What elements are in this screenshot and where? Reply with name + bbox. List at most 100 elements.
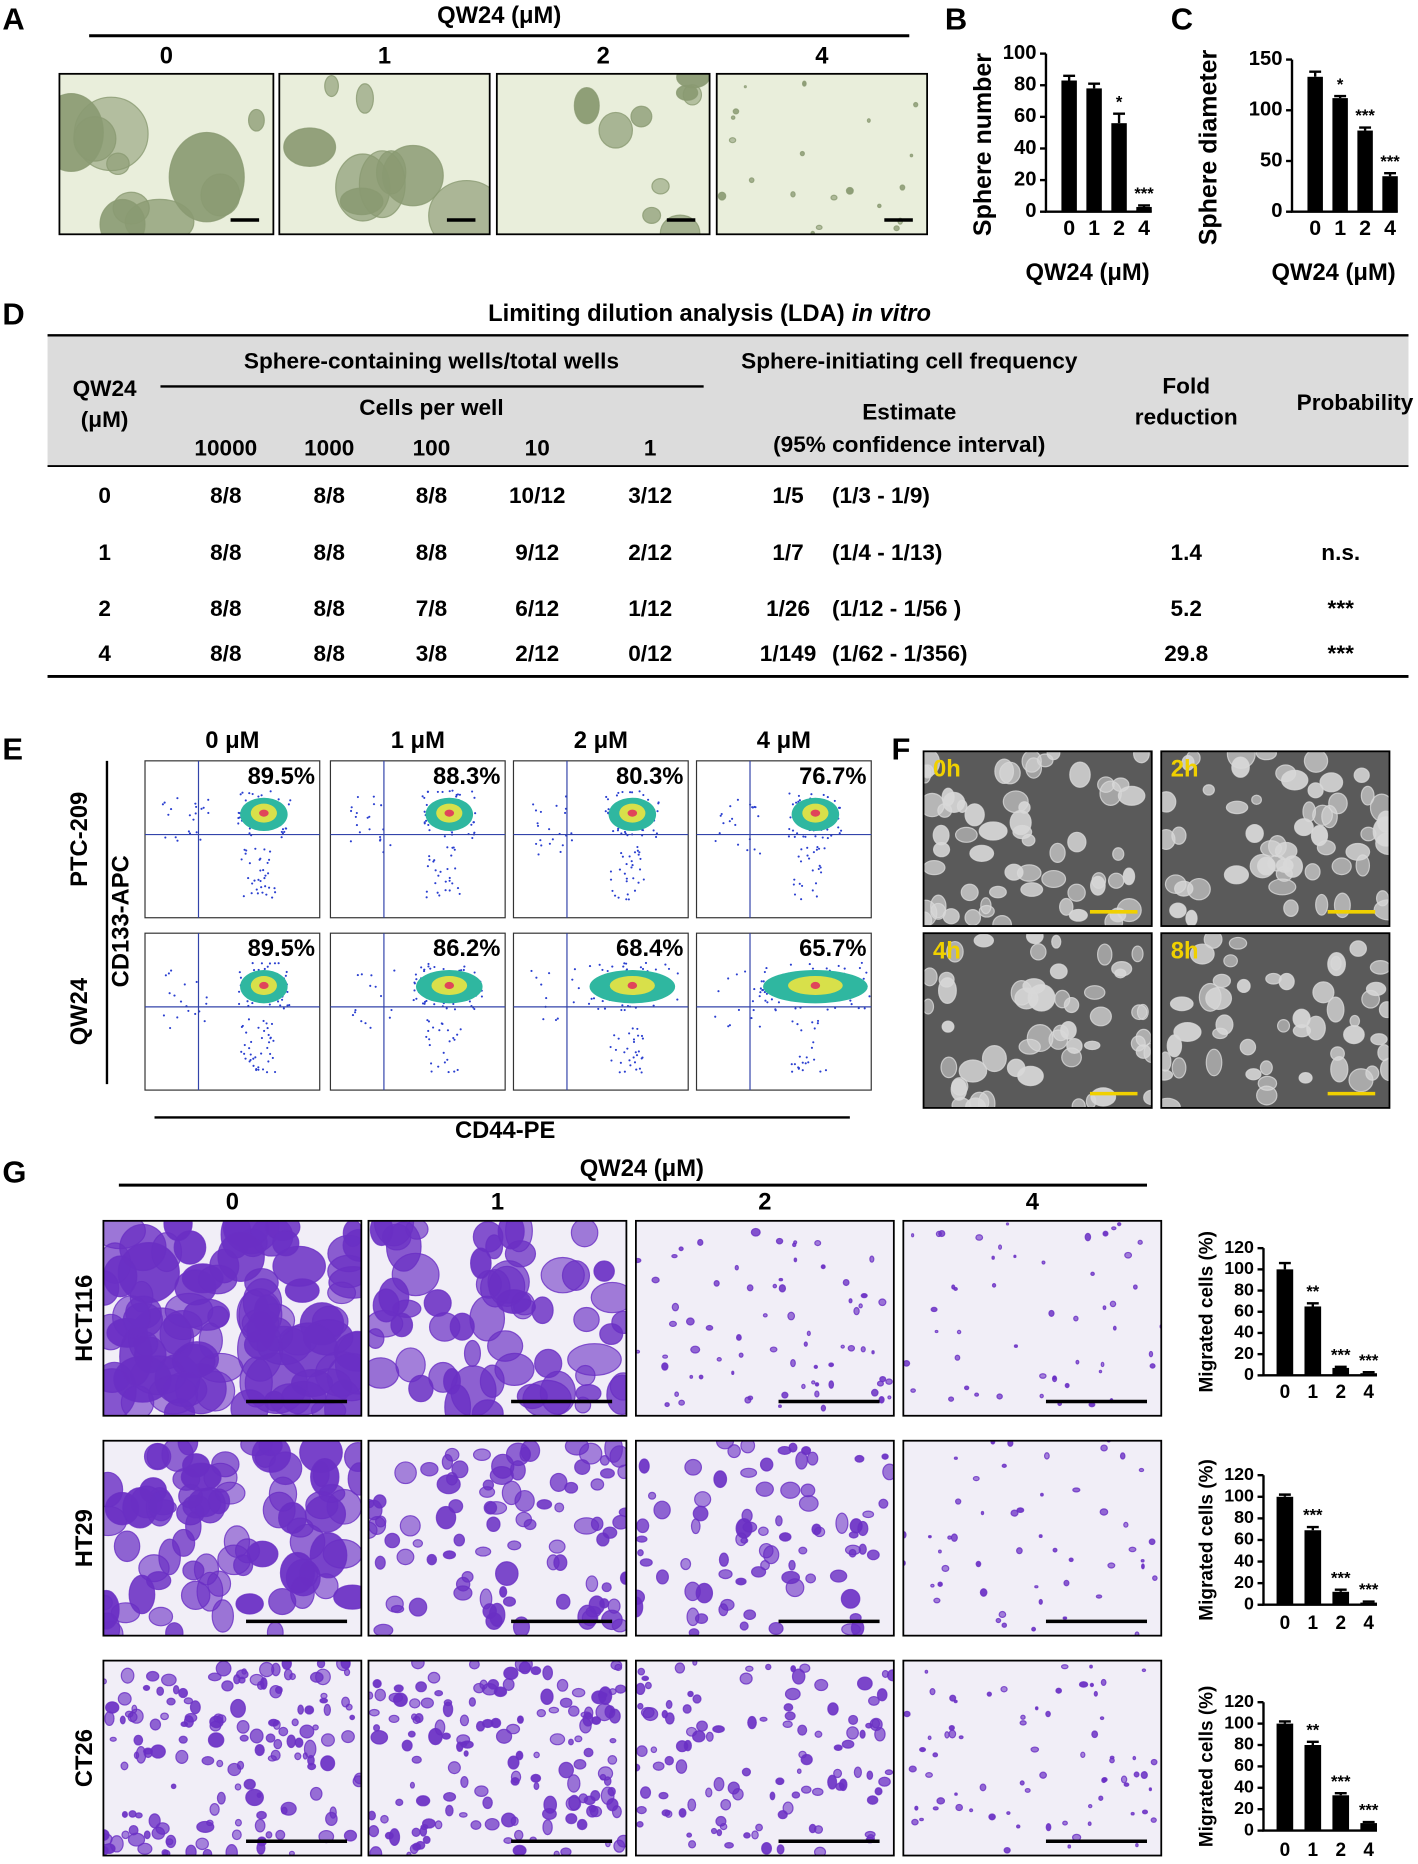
event <box>444 880 447 883</box>
table-cell: 3/8 <box>416 641 447 666</box>
cell <box>688 1840 697 1849</box>
title-italic: in vitro <box>852 300 931 327</box>
cell <box>189 1700 201 1715</box>
cell <box>652 1761 665 1771</box>
cell <box>518 1661 532 1675</box>
cell <box>934 1329 939 1334</box>
table-cell: 1/5 <box>772 483 803 508</box>
panel-label: G <box>2 1155 26 1190</box>
event <box>744 970 747 973</box>
image-content <box>103 1660 362 1856</box>
event <box>267 1060 270 1063</box>
cell <box>484 1501 508 1515</box>
cell <box>326 1352 362 1402</box>
event <box>634 1051 637 1054</box>
cell <box>109 1736 117 1742</box>
cell <box>128 1824 139 1836</box>
cell <box>1150 1758 1158 1766</box>
event <box>838 832 841 835</box>
table-cell: 8/8 <box>210 596 241 621</box>
event <box>796 832 799 835</box>
cell <box>778 1532 792 1542</box>
event <box>378 839 382 842</box>
event <box>789 963 792 966</box>
cell <box>1080 1751 1086 1759</box>
event <box>800 1029 803 1032</box>
cell <box>1132 1755 1137 1761</box>
event <box>350 806 353 809</box>
cell <box>254 1743 265 1757</box>
event <box>588 965 592 968</box>
header: Estimate <box>862 400 956 425</box>
cell <box>283 127 337 167</box>
cell <box>1034 1706 1039 1711</box>
cell <box>1134 1631 1140 1636</box>
cell <box>735 1334 742 1341</box>
event <box>355 824 358 827</box>
event <box>758 995 761 998</box>
cell <box>1034 1585 1039 1589</box>
event <box>380 804 383 807</box>
cell <box>304 1705 315 1715</box>
micrograph <box>367 1219 628 1417</box>
cell <box>415 1795 431 1807</box>
panel-label: A <box>2 2 24 37</box>
event <box>438 1029 441 1032</box>
event <box>652 829 655 832</box>
cell <box>396 1548 415 1566</box>
event <box>237 990 241 993</box>
event <box>261 1068 265 1071</box>
table-cell: 0/12 <box>628 641 672 666</box>
event <box>530 969 533 973</box>
event <box>638 790 641 793</box>
event <box>434 882 437 885</box>
x-tick-label: 1 <box>1308 1382 1319 1403</box>
cell <box>358 150 406 219</box>
cell <box>820 1264 826 1270</box>
error-bar <box>1278 1493 1291 1497</box>
event <box>425 803 428 807</box>
event <box>414 973 417 976</box>
cell <box>515 1750 524 1761</box>
cell <box>842 1278 850 1287</box>
cell <box>1150 1817 1157 1823</box>
event <box>536 822 539 825</box>
cell <box>1148 1787 1153 1792</box>
cell <box>1041 1260 1046 1265</box>
cell <box>793 1257 798 1263</box>
cell <box>581 1609 599 1627</box>
cell <box>211 1451 240 1478</box>
table-cell: 8/8 <box>210 483 241 508</box>
header: 10 <box>525 435 550 460</box>
table-cell: 0 <box>98 483 111 508</box>
event <box>473 971 476 974</box>
event <box>445 1007 448 1010</box>
y-tick-label: 100 <box>1224 1258 1254 1278</box>
cell <box>942 908 960 925</box>
table-cell: 8/8 <box>314 540 345 565</box>
error-bar <box>1306 1302 1319 1307</box>
event <box>837 826 840 829</box>
y-tick-label: 80 <box>1234 1279 1254 1299</box>
event <box>762 980 765 983</box>
event <box>272 1039 275 1042</box>
cell <box>814 1678 829 1692</box>
cell <box>147 1490 175 1522</box>
cell <box>908 1765 917 1773</box>
cell <box>312 1461 330 1488</box>
event <box>656 810 659 813</box>
micrograph <box>635 1659 895 1857</box>
cell <box>638 1458 650 1474</box>
event <box>811 1021 814 1024</box>
cell <box>746 1284 754 1292</box>
title-text: Limiting dilution analysis (LDA) <box>488 300 844 327</box>
event <box>539 839 542 842</box>
bar <box>1307 76 1323 212</box>
cell <box>769 1791 776 1801</box>
cell <box>1333 892 1351 919</box>
cell <box>1377 1044 1390 1062</box>
cell <box>202 1848 213 1856</box>
cell <box>240 1440 273 1457</box>
significance: *** <box>1303 1506 1323 1525</box>
event <box>194 802 197 805</box>
